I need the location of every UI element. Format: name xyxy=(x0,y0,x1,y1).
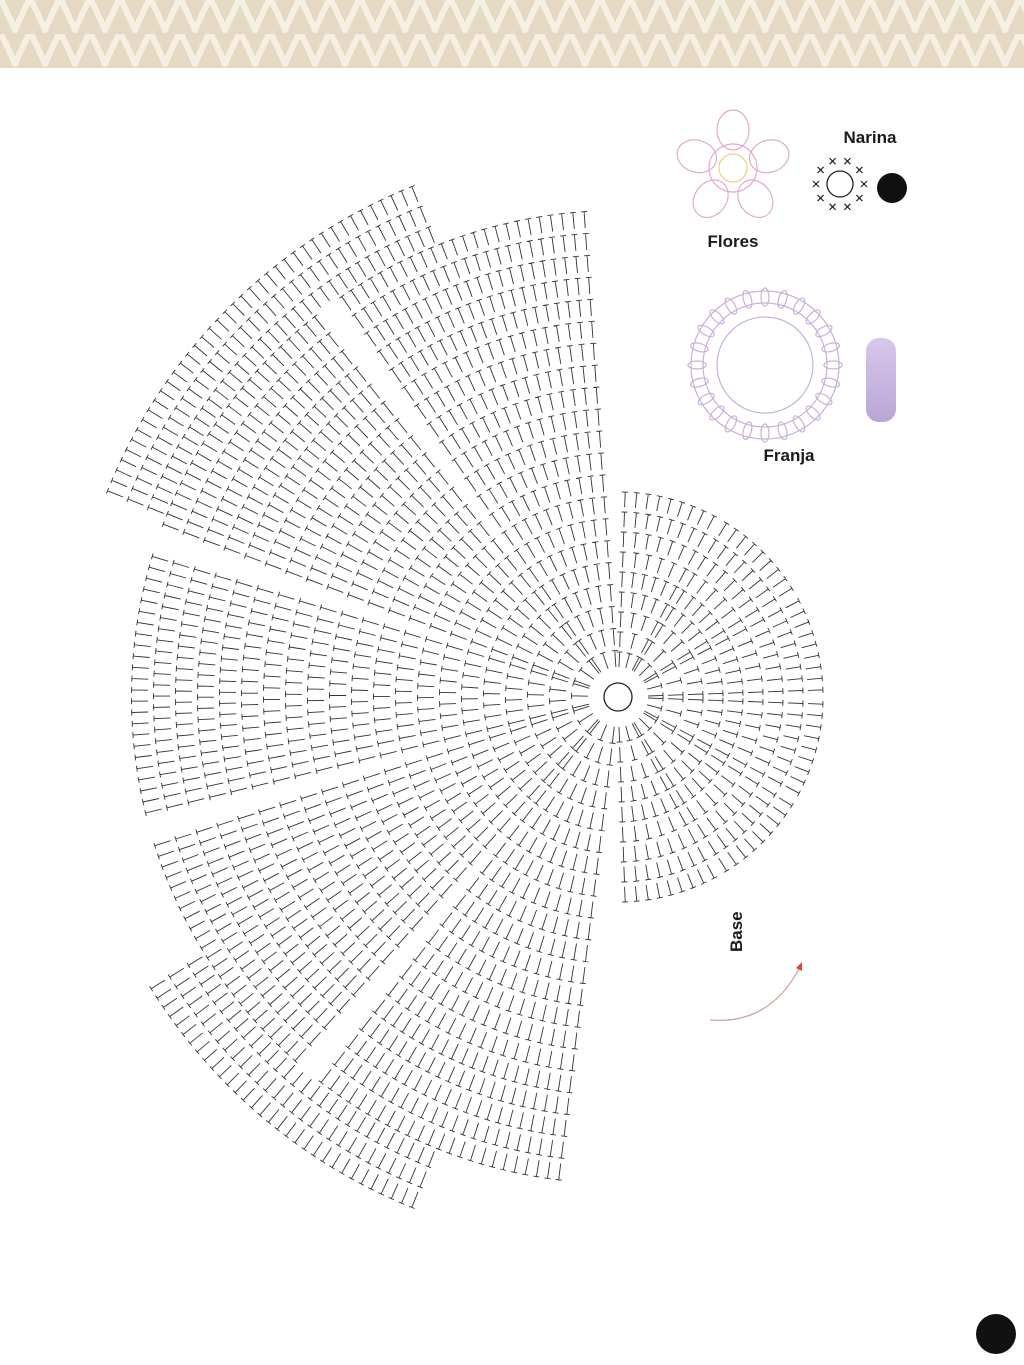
x-stitch xyxy=(860,180,868,188)
x-stitch xyxy=(817,166,825,174)
loop xyxy=(815,392,833,406)
petal xyxy=(748,139,790,174)
crochet-diagram xyxy=(106,185,824,1209)
petal xyxy=(716,109,750,151)
x-stitch xyxy=(855,194,863,202)
loop xyxy=(742,421,753,441)
franja-label: Franja xyxy=(763,446,815,465)
loop xyxy=(777,421,788,441)
narina-label: Narina xyxy=(844,128,897,147)
loop xyxy=(742,289,753,309)
loop xyxy=(792,297,806,315)
x-stitch xyxy=(829,157,837,165)
stitch-rows xyxy=(149,956,435,1209)
loop xyxy=(709,309,725,325)
narina-stitches xyxy=(812,157,868,211)
page-number-dot xyxy=(976,1314,1016,1354)
loop xyxy=(815,324,833,338)
loop xyxy=(805,405,821,421)
loop xyxy=(697,324,715,338)
nose-dot xyxy=(877,173,907,203)
x-stitch xyxy=(817,194,825,202)
stitch-rows xyxy=(131,211,618,1181)
base-arrow xyxy=(709,966,801,1022)
x-stitch xyxy=(855,166,863,174)
petal xyxy=(737,179,774,219)
center-ring xyxy=(603,682,633,712)
x-stitch xyxy=(812,180,820,188)
loop xyxy=(709,405,725,421)
loop xyxy=(689,377,709,388)
loop xyxy=(821,377,841,388)
loop xyxy=(697,392,715,406)
loop xyxy=(823,360,843,370)
fringe-swatch xyxy=(866,338,896,422)
arrow-head xyxy=(796,962,802,971)
x-stitch xyxy=(843,157,851,165)
nose-ring xyxy=(826,170,854,198)
petal xyxy=(692,179,729,219)
flower-motif xyxy=(676,109,790,219)
loop xyxy=(689,342,709,353)
x-stitch xyxy=(829,203,837,211)
loop xyxy=(805,309,821,325)
loop xyxy=(792,415,806,433)
x-stitch xyxy=(843,203,851,211)
loop xyxy=(724,297,738,315)
loop xyxy=(821,342,841,353)
stitch-rows xyxy=(616,491,824,903)
franja-motif xyxy=(687,287,843,443)
loop xyxy=(724,415,738,433)
base-label: Base xyxy=(727,911,746,952)
flores-label: Flores xyxy=(707,232,758,251)
loop xyxy=(687,360,707,370)
loop xyxy=(760,423,770,443)
knit-header xyxy=(0,0,1024,68)
stitch-rows xyxy=(106,185,435,514)
petal xyxy=(676,139,718,174)
loop xyxy=(777,289,788,309)
loop xyxy=(760,287,770,307)
